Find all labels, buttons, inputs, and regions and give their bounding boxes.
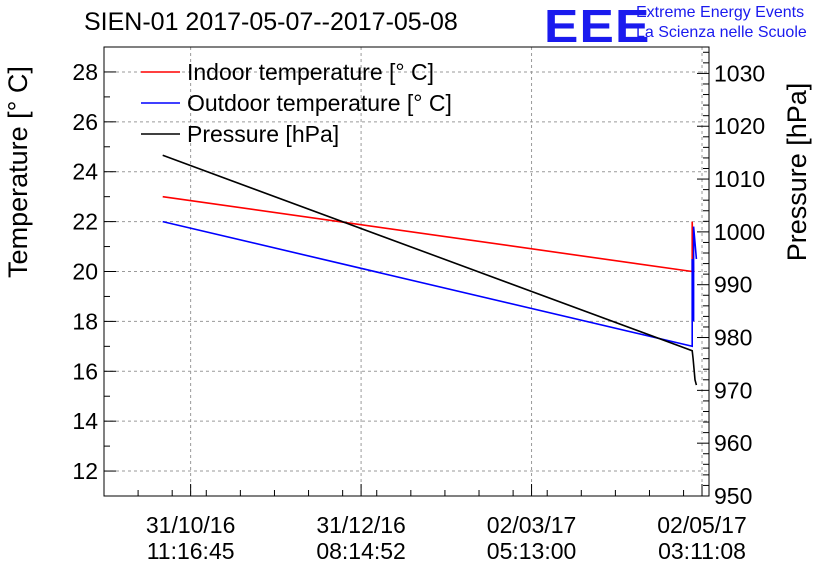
- logo-subtitle-2: La Scienza nelle Scuole: [636, 24, 807, 41]
- series-line-pressure: [162, 154, 698, 386]
- x-tick-label-time: 08:14:52: [316, 538, 406, 564]
- y-tick-label: 18: [72, 308, 98, 334]
- y-tick-label: 12: [72, 458, 98, 484]
- y2-tick-label: 980: [714, 325, 752, 351]
- y-tick-label: 22: [72, 209, 98, 235]
- grid: [104, 47, 709, 496]
- x-tick-label-date: 02/03/17: [487, 512, 577, 538]
- series-layer: [162, 154, 698, 386]
- y-tick-label: 26: [72, 109, 98, 135]
- legend-label: Pressure [hPa]: [187, 121, 339, 147]
- x-tick-label-date: 31/12/16: [316, 512, 406, 538]
- y2-tick-label: 950: [714, 483, 752, 509]
- y-tick-label: 24: [72, 159, 98, 185]
- chart-title: SIEN-01 2017-05-07--2017-05-08: [84, 8, 458, 36]
- x-tick-label-time: 11:16:45: [147, 538, 235, 564]
- logo-subtitle-1: Extreme Energy Events: [636, 4, 805, 21]
- y2-tick-label: 960: [714, 430, 752, 456]
- x-tick-label-time: 05:13:00: [487, 538, 577, 564]
- x-tick-label-date: 31/10/16: [146, 512, 236, 538]
- axes: 12 14 16 18 20 22 24 26 28 950 960 970 980 990 1000 101…: [72, 51, 765, 564]
- y-tick-label: 20: [72, 259, 98, 285]
- x-tick-label-date: 02/05/17: [657, 512, 747, 538]
- x-tick-label-time: 03:11:08: [658, 538, 746, 564]
- y-tick-label: 14: [72, 408, 98, 434]
- y2-tick-label: 990: [714, 272, 752, 298]
- legend-label: Indoor temperature [° C]: [187, 59, 434, 85]
- legend-label: Outdoor temperature [° C]: [187, 90, 452, 116]
- y2-axis-label: Pressure [hPa]: [782, 83, 812, 262]
- series-line-indoor: [162, 195, 695, 273]
- y2-tick-label: 1020: [714, 113, 765, 139]
- y2-tick-label: 1030: [714, 60, 765, 86]
- y2-tick-label: 1010: [714, 166, 765, 192]
- y-tick-label: 16: [72, 358, 98, 384]
- y2-tick-label: 1000: [714, 219, 765, 245]
- eee-logo: EEE: [544, 0, 651, 52]
- y2-tick-label: 970: [714, 377, 752, 403]
- y-axis-label: Temperature [° C]: [3, 66, 33, 278]
- legend: Indoor temperature [° C] Outdoor temperat…: [141, 59, 452, 147]
- y-tick-label: 28: [72, 59, 98, 85]
- series-line-outdoor: [162, 220, 698, 348]
